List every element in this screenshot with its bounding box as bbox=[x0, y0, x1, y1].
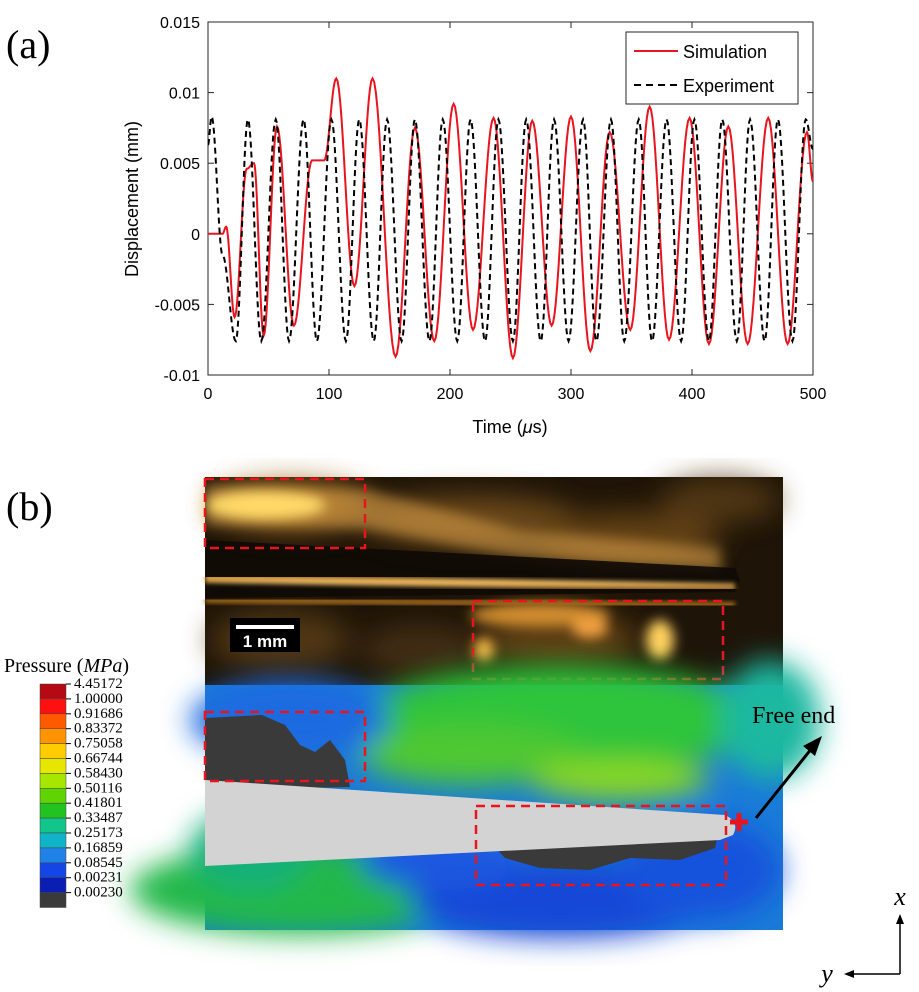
y-tick-label: 0.005 bbox=[160, 156, 200, 173]
legend-box bbox=[625, 31, 799, 105]
y-axis-indicator-label: y bbox=[818, 959, 833, 988]
x-tick-label: 500 bbox=[800, 386, 827, 403]
highlight-box-upper-left-photo bbox=[203, 477, 367, 550]
colorbar-label: 0.08545 bbox=[74, 855, 123, 871]
x-tick-label: 300 bbox=[558, 386, 585, 403]
colorbar-swatch bbox=[39, 817, 67, 834]
simulation-pressure-field bbox=[130, 660, 820, 938]
colorbar-swatch bbox=[39, 877, 67, 893]
y-tick-label: 0.015 bbox=[160, 15, 200, 32]
y-tick-label: 0.01 bbox=[169, 86, 200, 103]
free-end-arrow bbox=[754, 747, 814, 819]
displacement-chart: 0 100 200 300 400 500 -0.01 -0.005 0 0.005 0.01 0.… bbox=[122, 15, 826, 437]
colorbar-label: 0.91686 bbox=[74, 706, 123, 722]
colorbar-label: 4.45172 bbox=[74, 676, 123, 692]
colorbar-swatch bbox=[39, 862, 67, 878]
needle-geometry bbox=[205, 780, 736, 866]
colorbar-swatch bbox=[39, 728, 67, 744]
colorbar-swatch bbox=[39, 892, 67, 908]
colorbar-swatch bbox=[39, 802, 67, 819]
colorbar-label: 0.83372 bbox=[74, 721, 123, 737]
legend: Simulation Experiment bbox=[625, 31, 799, 105]
colorbar-label: 0.50116 bbox=[74, 780, 123, 796]
highlight-box-upper-left-sim bbox=[203, 710, 367, 783]
colorbar-swatch bbox=[39, 773, 67, 789]
x-axis-indicator-label: x bbox=[893, 882, 906, 911]
colorbar-label: 0.33487 bbox=[74, 810, 123, 826]
pressure-colorbar: Pressure (MPa) 4.451721.000000.916860.83… bbox=[4, 655, 129, 908]
panel-b-label: (b) bbox=[6, 484, 53, 529]
colorbar-title: Pressure (MPa) bbox=[4, 655, 129, 677]
x-tick-label: 100 bbox=[316, 386, 343, 403]
x-tick-label: 200 bbox=[437, 386, 464, 403]
x-tick-label: 400 bbox=[679, 386, 706, 403]
colorbar-label: 0.16859 bbox=[74, 840, 123, 856]
x-tick-label: 0 bbox=[204, 386, 213, 403]
colorbar-label: 0.58430 bbox=[74, 765, 123, 781]
x-axis: 0 100 200 300 400 500 bbox=[204, 22, 827, 403]
free-end-label: Free end bbox=[752, 703, 835, 729]
panel-a-label: (a) bbox=[6, 22, 50, 67]
series-line-simulation bbox=[208, 76, 813, 361]
colorbar-swatch bbox=[39, 713, 67, 729]
y-axis-label: Displacement (mm) bbox=[122, 121, 142, 277]
y-axis: -0.01 -0.005 0 0.005 0.01 0.015 bbox=[155, 15, 813, 385]
colorbar-label: 0.25173 bbox=[74, 825, 123, 841]
free-end-marker bbox=[730, 813, 748, 831]
colorbar-swatch bbox=[39, 832, 67, 849]
experiment-photo: 1 mm bbox=[203, 477, 783, 685]
legend-simulation-label: Simulation bbox=[683, 42, 767, 62]
series-line-experiment bbox=[208, 114, 813, 345]
y-tick-label: -0.01 bbox=[164, 368, 201, 385]
legend-experiment-label: Experiment bbox=[683, 76, 774, 96]
colorbar-swatch bbox=[39, 758, 67, 774]
cavitation-region-upper bbox=[205, 715, 350, 790]
y-tick-label: -0.005 bbox=[155, 297, 200, 314]
coordinate-axes-indicator: x y bbox=[818, 882, 906, 988]
colorbar-swatch bbox=[39, 683, 67, 700]
colorbar-label: 0.00230 bbox=[74, 885, 123, 901]
colorbar-swatch bbox=[39, 788, 67, 804]
x-axis-label: Time (μs) bbox=[472, 417, 547, 437]
colorbar-label: 0.66744 bbox=[74, 751, 123, 767]
colorbar-label: 0.41801 bbox=[74, 795, 123, 811]
colorbar-swatch bbox=[39, 743, 67, 759]
colorbar-swatch bbox=[39, 847, 67, 864]
y-tick-label: 0 bbox=[191, 227, 200, 244]
colorbar-label: 0.00231 bbox=[74, 870, 123, 886]
scale-bar-label: 1 mm bbox=[243, 632, 287, 651]
colorbar-label: 0.75058 bbox=[74, 736, 123, 752]
highlight-box-lower-right-sim bbox=[474, 804, 728, 887]
colorbar-label: 1.00000 bbox=[74, 691, 123, 707]
free-end-arrow-head bbox=[803, 736, 822, 756]
series-layer bbox=[208, 76, 813, 361]
colorbar-swatch bbox=[39, 698, 67, 715]
